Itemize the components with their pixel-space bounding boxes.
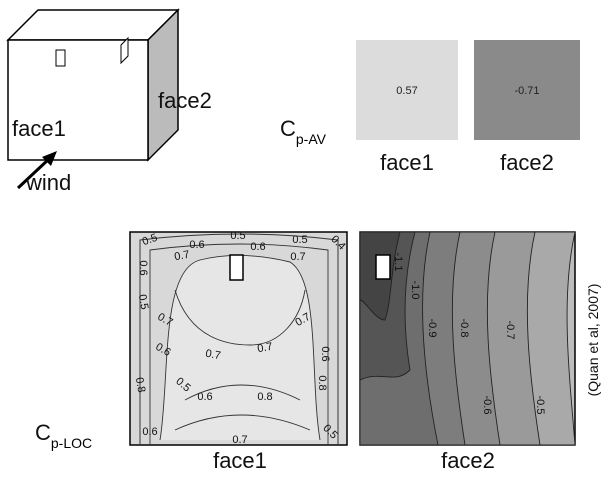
contour-label: 0.7 [204,348,221,362]
arrow-head [42,151,57,166]
contour-label: 0.5 [292,234,307,246]
contour-label: 0.7 [232,434,247,446]
avg-value: 0.57 [396,85,417,97]
citation: (Quan et al, 2007) [585,284,601,397]
window [120,36,129,65]
contour-label: 0.7 [173,249,190,263]
symbol: C [35,420,51,445]
contour-label: 0.5 [136,293,150,310]
avg-face-label: face2 [500,150,554,175]
loc-face-label: face1 [213,448,267,473]
contour-label: 0.7 [290,251,305,263]
avg-value: -0.71 [514,85,539,97]
cube-face1-label: face1 [12,116,66,141]
contour-label: -1.0 [409,281,421,300]
contour-label: -0.5 [534,396,546,415]
contour-label: 0.6 [250,241,265,253]
contour-label: 0.8 [257,391,272,403]
loc-symbol: Cp-LOC [35,420,92,451]
contour-face2 [359,231,576,446]
contour-label: 0.6 [319,346,331,361]
contour-label: -0.6 [481,396,493,415]
contour-label: 0.5 [230,230,245,242]
contour-label: -1.1 [392,253,404,272]
subscript: p-AV [296,131,327,147]
window [55,49,66,67]
contour-label: -0.9 [426,319,438,338]
wind-label: wind [25,170,71,195]
avg-face1 [356,40,458,140]
contour-label: 0.8 [133,376,147,393]
loc-face-label: face2 [441,448,495,473]
cube-front [7,39,149,161]
avg-face-label: face1 [380,150,434,175]
contour-label: 0.7 [256,341,273,355]
contour-label: 0.8 [316,375,328,390]
wind-arrow [16,156,52,190]
contour-label: 0.6 [189,239,204,251]
contour-label: -0.7 [504,321,516,340]
symbol: C [280,116,296,141]
avg-face2 [474,40,580,140]
contour-label: 0.6 [142,426,157,438]
contour-label: 0.6 [137,260,149,275]
contour-label: -0.8 [458,319,470,338]
cube-face2-label: face2 [158,88,212,113]
avg-symbol: Cp-AV [280,116,327,147]
contour-label: 0.6 [197,391,212,403]
subscript: p-LOC [51,435,92,451]
contour-label: 0.5 [141,232,159,249]
contour-face1 [129,231,348,446]
